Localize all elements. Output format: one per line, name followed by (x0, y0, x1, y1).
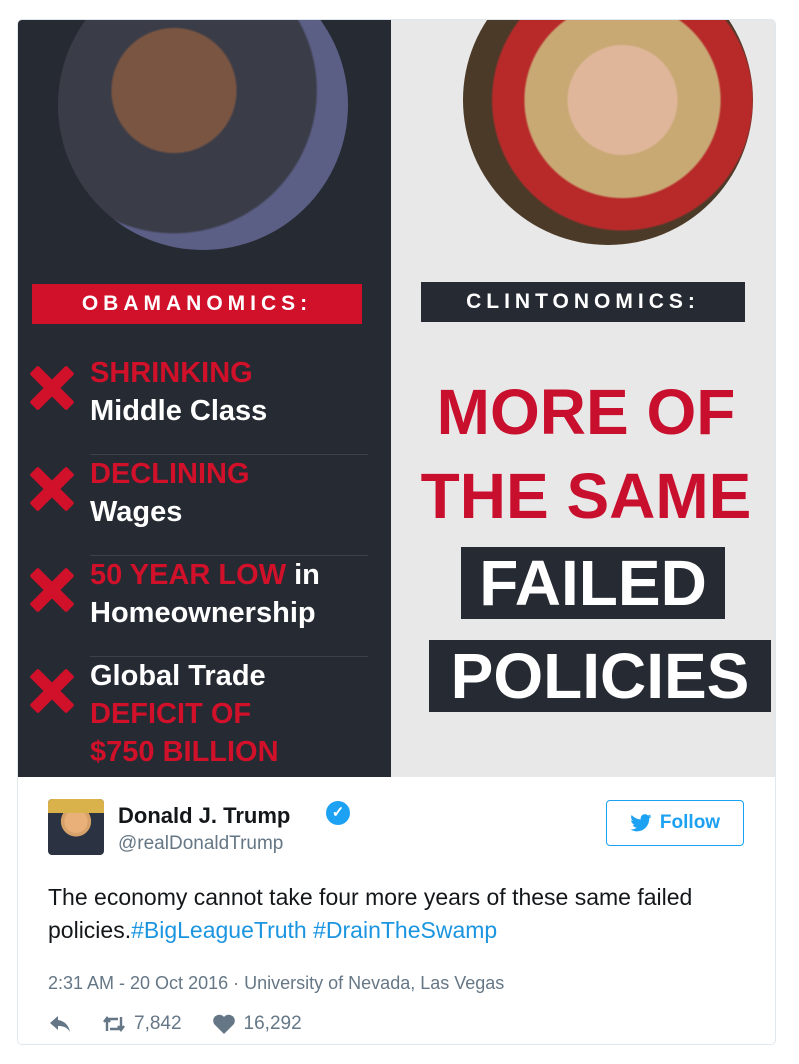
tweet-timestamp[interactable]: 2:31 AM - 20 Oct 2016 (48, 973, 229, 993)
item-white-text: Homeownership (90, 597, 316, 629)
reply-icon (50, 1016, 70, 1032)
left-panel: OBAMANOMICS: SHRINKING Middle Class DECL… (18, 20, 391, 777)
headline-line-1: MORE OF (436, 376, 736, 448)
obamanomics-list: SHRINKING Middle Class DECLINING Wages 5… (28, 354, 368, 768)
follow-button[interactable]: Follow (606, 800, 744, 846)
item-white-text: Global Trade (90, 660, 266, 692)
item-red-text: SHRINKING (90, 357, 253, 389)
tweet-body: Donald J. Trump ✓ @realDonaldTrump Follo… (18, 777, 775, 1044)
item-red-text-2: $750 BILLION (90, 736, 279, 768)
item-red-text: DECLINING (90, 458, 250, 490)
x-mark-icon (28, 667, 76, 715)
reply-button[interactable] (48, 1013, 72, 1035)
tweet-meta: 2:31 AM - 20 Oct 2016 · University of Ne… (48, 973, 504, 994)
twitter-bird-icon (630, 814, 652, 832)
clintonomics-label: CLINTONOMICS: (421, 282, 745, 322)
retweet-count: 7,842 (134, 1013, 182, 1034)
author-name[interactable]: Donald J. Trump (118, 803, 291, 828)
headline-box-1: FAILED (461, 547, 725, 619)
obamanomics-label: OBAMANOMICS: (32, 284, 362, 324)
retweet-icon (103, 1016, 125, 1032)
item-red-text: 50 YEAR LOW (90, 559, 287, 591)
heart-icon (212, 1014, 235, 1034)
item-white-text: Middle Class (90, 395, 268, 427)
tweet-media[interactable]: OBAMANOMICS: SHRINKING Middle Class DECL… (18, 20, 775, 777)
list-item: Global Trade DEFICIT OF $750 BILLION (90, 657, 368, 768)
tweet-card: OBAMANOMICS: SHRINKING Middle Class DECL… (17, 19, 776, 1045)
headline-box-2: POLICIES (429, 640, 771, 712)
tweet-location[interactable]: University of Nevada, Las Vegas (244, 973, 505, 993)
author-handle[interactable]: @realDonaldTrump (118, 833, 284, 854)
tweet-text-body: The economy cannot take four more years … (48, 884, 693, 943)
verified-icon: ✓ (326, 801, 350, 825)
follow-label: Follow (659, 812, 721, 833)
x-mark-icon (28, 465, 76, 513)
item-white-inline: in (286, 559, 320, 591)
meta-separator: · (233, 973, 240, 993)
tweet-actions: 7,842 16,292 (48, 1013, 302, 1035)
x-mark-icon (28, 364, 76, 412)
right-panel: CLINTONOMICS: MORE OF THE SAME FAILED PO… (391, 20, 775, 777)
list-item: SHRINKING Middle Class (90, 354, 368, 455)
obama-photo (58, 20, 348, 250)
headline-line-2: THE SAME (420, 460, 752, 532)
hashtag-link[interactable]: #DrainTheSwamp (313, 917, 498, 943)
clinton-photo (463, 20, 753, 245)
avatar[interactable] (48, 799, 104, 855)
list-item: 50 YEAR LOW in Homeownership (90, 556, 368, 657)
retweet-button[interactable]: 7,842 (102, 1013, 182, 1035)
list-item: DECLINING Wages (90, 455, 368, 556)
item-white-text: Wages (90, 496, 183, 528)
x-mark-icon (28, 566, 76, 614)
like-button[interactable]: 16,292 (212, 1013, 302, 1035)
item-red-text: DEFICIT OF (90, 698, 252, 730)
hashtag-link[interactable]: #BigLeagueTruth (131, 917, 307, 943)
like-count: 16,292 (243, 1013, 302, 1034)
tweet-text: The economy cannot take four more years … (48, 881, 748, 947)
